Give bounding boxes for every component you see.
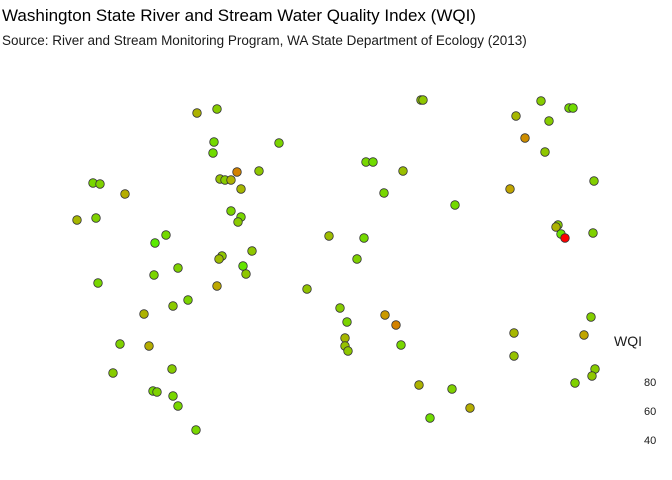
data-point-72 <box>505 184 515 194</box>
data-point-68 <box>511 111 521 121</box>
legend-label-60: 60 <box>644 406 657 418</box>
legend-label-80: 80 <box>644 377 657 389</box>
data-point-38 <box>152 387 162 397</box>
data-point-43 <box>418 95 428 105</box>
data-point-73 <box>589 176 599 186</box>
data-point-12 <box>95 179 105 189</box>
data-point-30 <box>183 295 193 305</box>
data-point-56 <box>342 317 352 327</box>
data-point-15 <box>91 213 101 223</box>
data-point-50 <box>359 233 369 243</box>
data-point-47 <box>379 188 389 198</box>
data-point-55 <box>391 320 401 330</box>
data-point-36 <box>108 368 118 378</box>
data-point-52 <box>302 284 312 294</box>
data-point-18 <box>233 217 243 227</box>
data-point-60 <box>396 340 406 350</box>
data-point-33 <box>115 339 125 349</box>
data-point-28 <box>93 278 103 288</box>
chart-title: Washington State River and Stream Water … <box>2 6 476 25</box>
data-point-77 <box>560 233 570 243</box>
data-point-54 <box>380 310 390 320</box>
data-point-5 <box>232 167 242 177</box>
points-layer <box>72 95 600 435</box>
data-point-65 <box>536 96 546 106</box>
data-point-79 <box>509 328 519 338</box>
data-point-20 <box>150 238 160 248</box>
data-point-6 <box>254 166 264 176</box>
data-point-4 <box>274 138 284 148</box>
data-point-25 <box>241 269 251 279</box>
chart-subtitle: Source: River and Stream Monitoring Prog… <box>2 33 527 48</box>
data-point-27 <box>149 270 159 280</box>
data-point-51 <box>352 254 362 264</box>
data-point-57 <box>340 333 350 343</box>
data-point-84 <box>587 371 597 381</box>
data-point-71 <box>540 147 550 157</box>
data-point-1 <box>212 104 222 114</box>
data-point-21 <box>247 246 257 256</box>
data-point-14 <box>72 215 82 225</box>
data-point-46 <box>398 166 408 176</box>
data-point-64 <box>465 403 475 413</box>
data-point-31 <box>168 301 178 311</box>
data-point-0 <box>192 108 202 118</box>
data-point-63 <box>425 413 435 423</box>
data-point-59 <box>343 346 353 356</box>
data-point-85 <box>570 378 580 388</box>
data-point-35 <box>167 364 177 374</box>
legend-label-40: 40 <box>644 435 657 447</box>
data-point-2 <box>209 137 219 147</box>
data-point-34 <box>144 341 154 351</box>
data-point-24 <box>238 261 248 271</box>
data-point-41 <box>191 425 201 435</box>
data-point-13 <box>120 189 130 199</box>
data-point-39 <box>168 391 178 401</box>
data-point-19 <box>161 230 171 240</box>
data-point-69 <box>544 116 554 126</box>
data-point-67 <box>568 103 578 113</box>
data-point-70 <box>520 133 530 143</box>
data-point-80 <box>579 330 589 340</box>
legend-title: WQI <box>614 333 642 349</box>
data-point-62 <box>447 384 457 394</box>
data-point-49 <box>324 231 334 241</box>
data-point-3 <box>208 148 218 158</box>
data-point-29 <box>212 281 222 291</box>
data-point-9 <box>226 175 236 185</box>
data-point-53 <box>335 303 345 313</box>
data-point-48 <box>450 200 460 210</box>
data-point-26 <box>173 263 183 273</box>
data-point-82 <box>509 351 519 361</box>
data-point-45 <box>368 157 378 167</box>
data-point-81 <box>586 312 596 322</box>
data-point-16 <box>226 206 236 216</box>
data-point-78 <box>588 228 598 238</box>
data-point-32 <box>139 309 149 319</box>
data-point-61 <box>414 380 424 390</box>
data-point-23 <box>214 254 224 264</box>
data-point-40 <box>173 401 183 411</box>
data-point-75 <box>551 222 561 232</box>
data-point-10 <box>236 184 246 194</box>
